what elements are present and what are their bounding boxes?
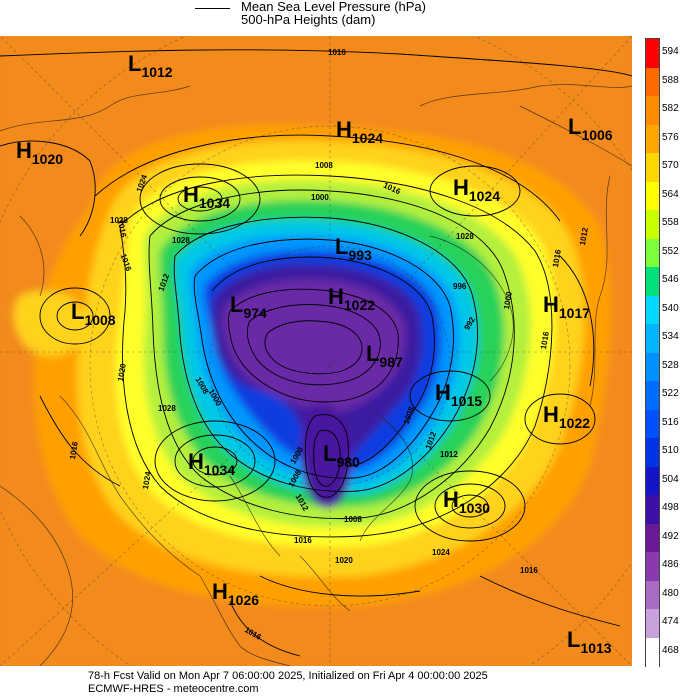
pressure-center-high: H1030 bbox=[443, 487, 491, 517]
pressure-center-low: L1006 bbox=[568, 114, 613, 144]
colorbar-tick-label: 510 bbox=[662, 445, 679, 457]
colorbar-tick-label: 492 bbox=[662, 530, 679, 542]
isobar-label: 1012 bbox=[440, 450, 458, 459]
colorbar-tick-label: 558 bbox=[662, 217, 679, 229]
colorbar-segment bbox=[646, 181, 659, 211]
forecast-valid-text: 78-h Fcst Valid on Mon Apr 7 06:00:00 20… bbox=[88, 670, 488, 682]
pressure-center-high: H1015 bbox=[435, 380, 483, 410]
colorbar-tick-label: 582 bbox=[662, 103, 679, 115]
isobar-label: 1024 bbox=[432, 548, 450, 557]
isobar-label: 1016 bbox=[520, 566, 538, 575]
colorbar-tick-label: 474 bbox=[662, 616, 679, 628]
colorbar-segment bbox=[646, 438, 659, 467]
map-graphic bbox=[0, 36, 632, 666]
colorbar-segment bbox=[646, 295, 659, 325]
colorbar-tick-label: 480 bbox=[662, 587, 679, 599]
pressure-center-high: H1026 bbox=[212, 579, 260, 609]
colorbar-segment bbox=[646, 466, 659, 496]
pressure-center-low: L1012 bbox=[128, 51, 173, 81]
pressure-center-low: L1008 bbox=[71, 299, 116, 329]
colorbar-segment bbox=[646, 96, 659, 125]
isobar-label: 1028 bbox=[172, 236, 190, 245]
colorbar-tick-label: 564 bbox=[662, 188, 679, 200]
colorbar-segment bbox=[646, 267, 659, 296]
colorbar-segment bbox=[646, 580, 659, 610]
pressure-center-high: H1020 bbox=[16, 138, 64, 168]
pressure-center-high: H1022 bbox=[328, 284, 376, 314]
colorbar-tick-label: 594 bbox=[662, 46, 679, 58]
colorbar-segment bbox=[646, 67, 659, 97]
isobar-label: 1016 bbox=[328, 48, 346, 57]
pressure-center-high: H1024 bbox=[453, 175, 501, 205]
colorbar-tick-label: 468 bbox=[662, 644, 679, 656]
colorbar-segment bbox=[646, 523, 659, 553]
colorbar-segment bbox=[646, 124, 659, 154]
pressure-center-low: L1013 bbox=[567, 627, 612, 657]
colorbar-segment bbox=[646, 381, 659, 410]
pressure-center-high: H1024 bbox=[336, 117, 384, 147]
pressure-center-low: L974 bbox=[230, 292, 267, 322]
pressure-center-low: L980 bbox=[323, 441, 360, 471]
colorbar-segment bbox=[646, 609, 659, 638]
pressure-center-high: H1034 bbox=[188, 449, 236, 479]
isobar-label: 1000 bbox=[311, 193, 329, 202]
colorbar-segment bbox=[646, 39, 659, 68]
isobar-label: 1020 bbox=[335, 556, 353, 565]
legend-mslp-label: Mean Sea Level Pressure (hPa) bbox=[241, 0, 426, 14]
colorbar-segment bbox=[646, 210, 659, 239]
colorbar-tick-label: 498 bbox=[662, 502, 679, 514]
colorbar-segment bbox=[646, 352, 659, 382]
legend-heights-label: 500-hPa Heights (dam) bbox=[241, 12, 376, 27]
model-source-text: ECMWF-HRES - meteocentre.com bbox=[88, 683, 259, 695]
isobar-label: 996 bbox=[453, 282, 467, 291]
colorbar-segment bbox=[646, 238, 659, 268]
colorbar-tick-label: 528 bbox=[662, 359, 679, 371]
colorbar-tick-label: 570 bbox=[662, 160, 679, 172]
colorbar-segment bbox=[646, 153, 659, 182]
coastlines bbox=[0, 84, 632, 666]
isobar-label: 1008 bbox=[344, 515, 362, 524]
isobar-label: 1028 bbox=[110, 216, 128, 225]
height-colorbar bbox=[645, 38, 660, 667]
pressure-center-high: H1022 bbox=[543, 402, 591, 432]
colorbar-tick-label: 534 bbox=[662, 331, 679, 343]
colorbar-tick-label: 522 bbox=[662, 388, 679, 400]
colorbar-tick-label: 576 bbox=[662, 131, 679, 143]
isobar-label: 1016 bbox=[294, 536, 312, 545]
pressure-center-high: H1017 bbox=[543, 292, 591, 322]
colorbar-tick-label: 504 bbox=[662, 473, 679, 485]
colorbar-segment bbox=[646, 552, 659, 581]
graticule bbox=[0, 36, 632, 666]
colorbar-segment bbox=[646, 409, 659, 439]
footer: 78-h Fcst Valid on Mon Apr 7 06:00:00 20… bbox=[0, 668, 681, 700]
weather-map: L1012 H1024 L1006 H1020 H1034 H1024 L993… bbox=[0, 36, 632, 666]
pressure-center-high: H1034 bbox=[183, 182, 231, 212]
colorbar-tick-label: 540 bbox=[662, 302, 679, 314]
colorbar-tick-label: 516 bbox=[662, 416, 679, 428]
colorbar-segment bbox=[646, 324, 659, 353]
header: Mean Sea Level Pressure (hPa) 500-hPa He… bbox=[0, 0, 681, 34]
colorbar-tick-label: 588 bbox=[662, 74, 679, 86]
colorbar-tick-label: 486 bbox=[662, 559, 679, 571]
colorbar-segment bbox=[646, 495, 659, 524]
legend-line-swatch bbox=[195, 8, 230, 9]
colorbar-tick-label: 546 bbox=[662, 274, 679, 286]
colorbar-segment bbox=[646, 637, 659, 667]
isobar-label: 1028 bbox=[158, 404, 176, 413]
colorbar-tick-label: 552 bbox=[662, 245, 679, 257]
pressure-center-low: L987 bbox=[366, 341, 403, 371]
isobar-label: 1008 bbox=[315, 161, 333, 170]
pressure-center-low: L993 bbox=[335, 234, 372, 264]
isobar-label: 1028 bbox=[456, 232, 474, 241]
